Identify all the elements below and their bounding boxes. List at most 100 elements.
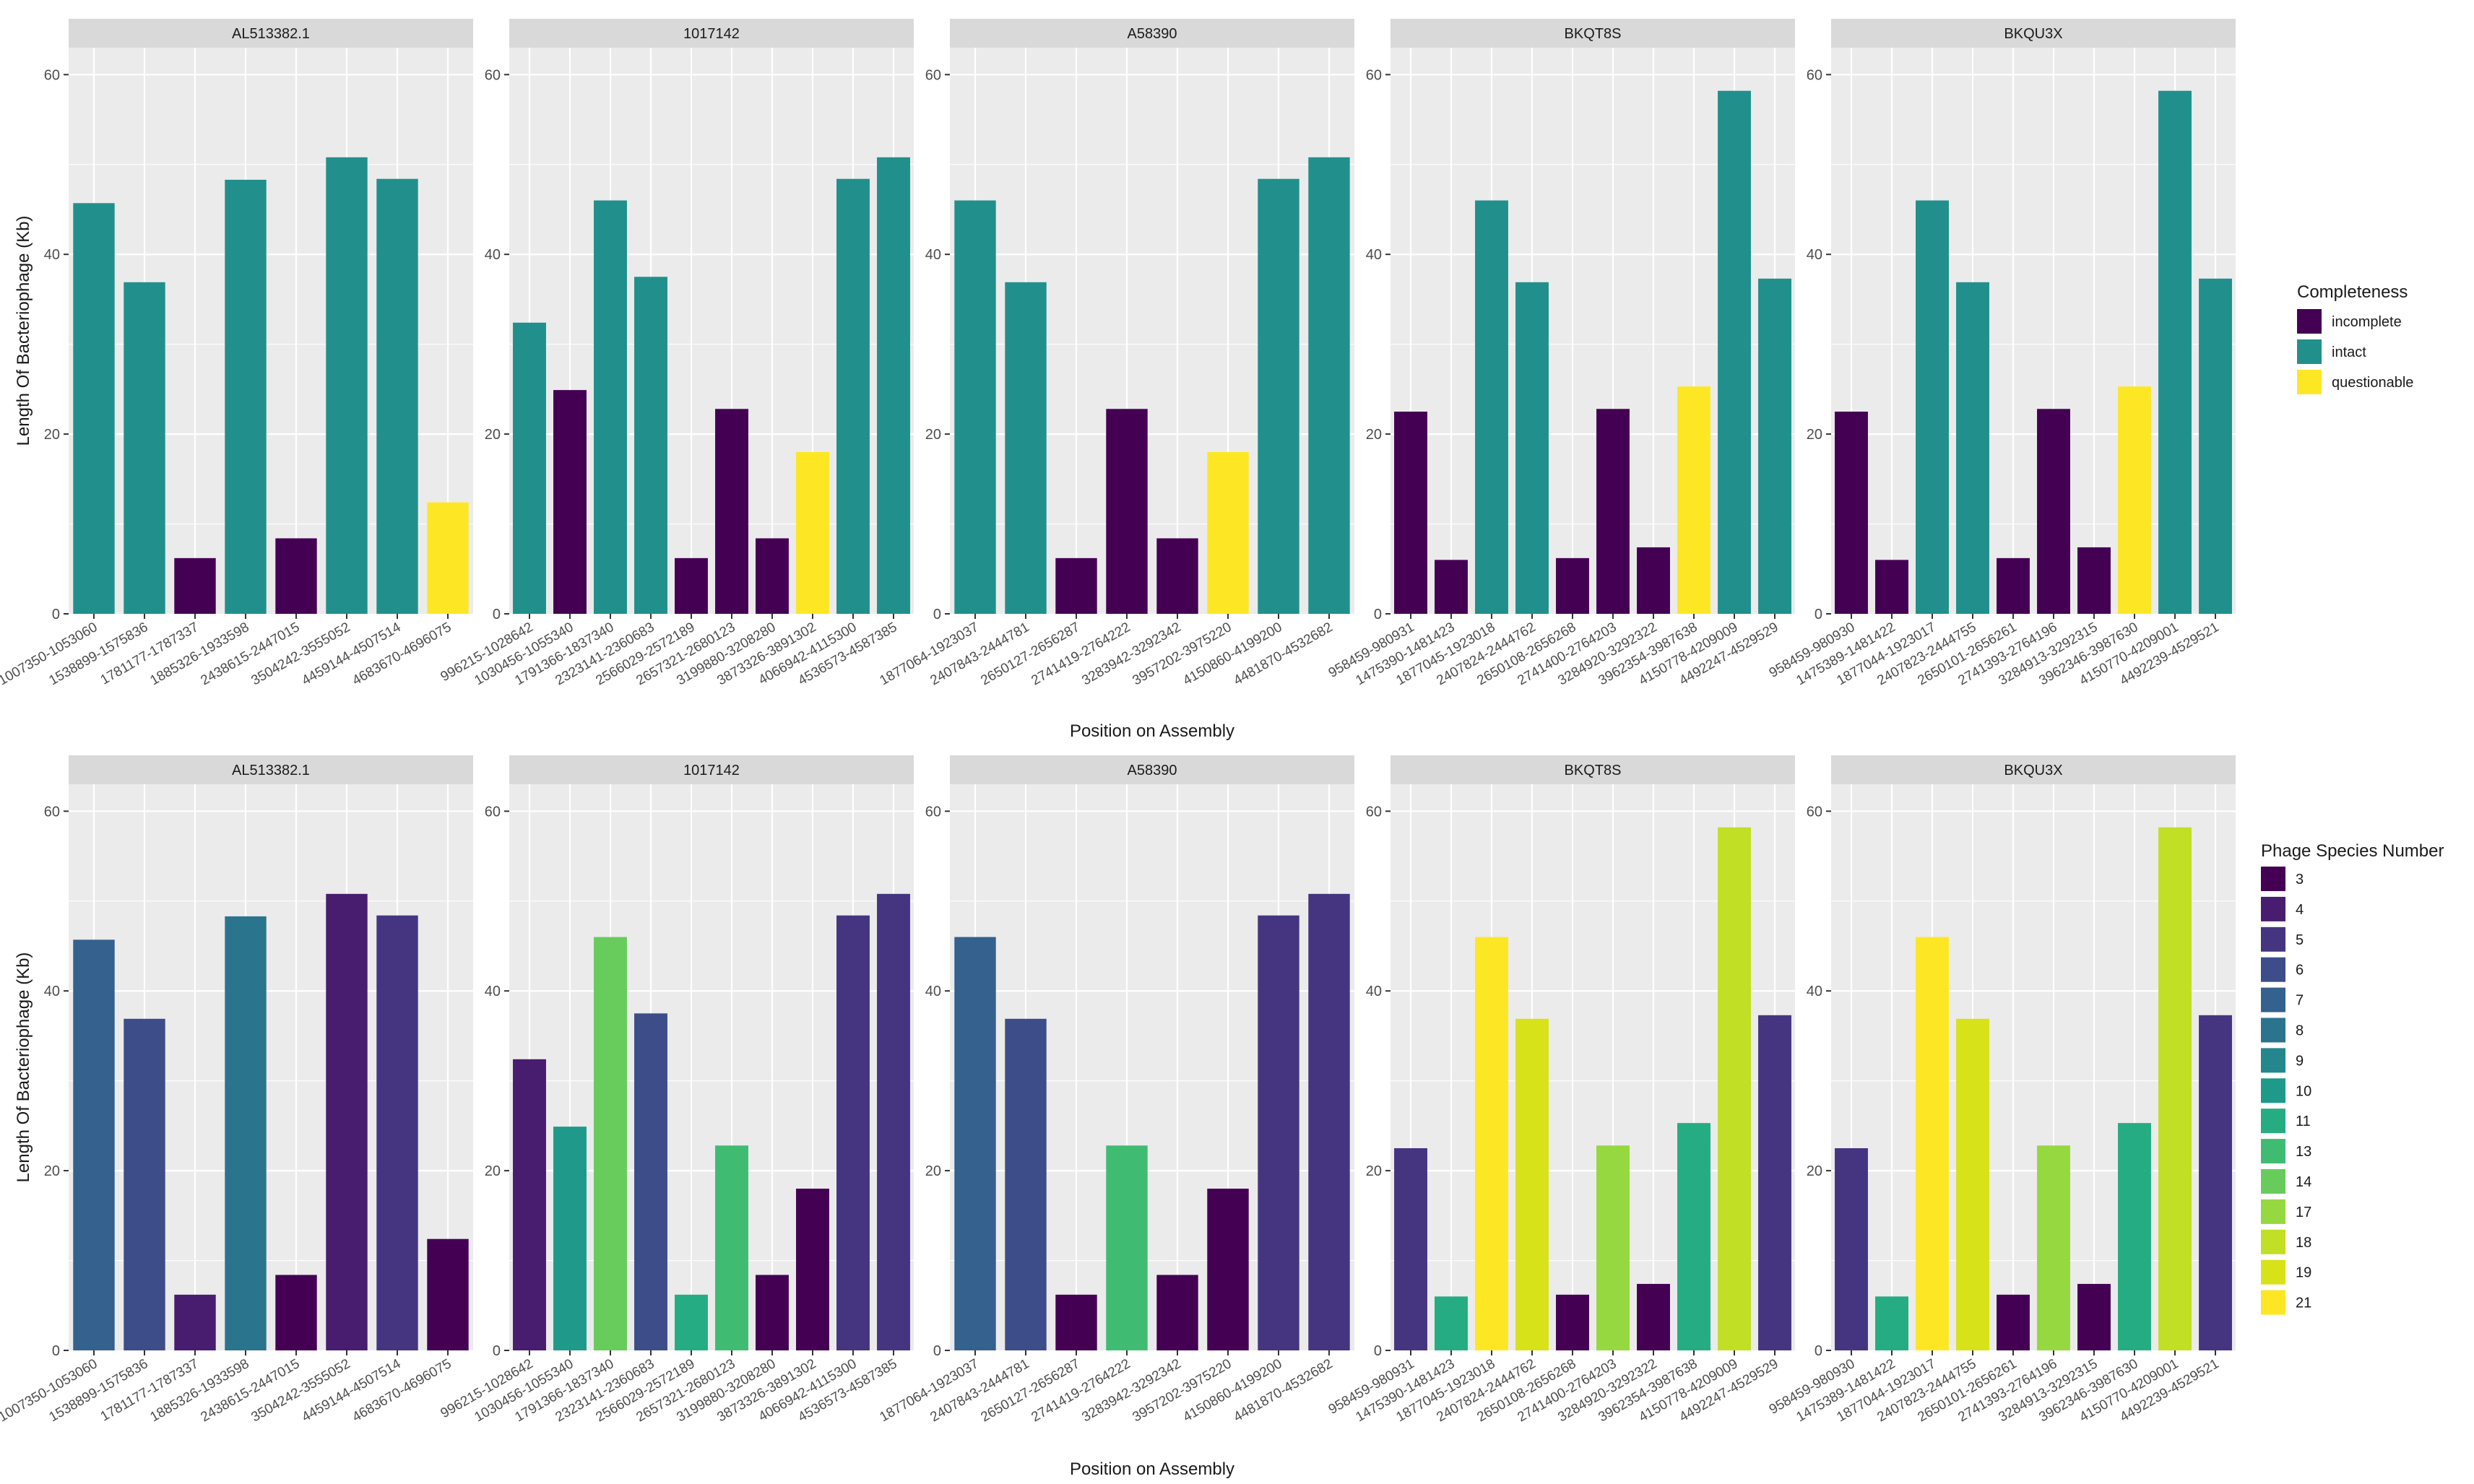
bar — [1556, 1294, 1589, 1350]
bar — [1308, 157, 1350, 615]
bar — [2158, 827, 2192, 1350]
y-axis-title: Length Of Bacteriophage (Kb) — [14, 216, 33, 446]
bar — [1055, 1294, 1097, 1350]
y-tick-label: 0 — [493, 1343, 501, 1359]
facet-strip-label: A58390 — [1128, 763, 1177, 778]
y-tick-label: 0 — [1815, 607, 1822, 622]
bar — [715, 1145, 748, 1350]
y-tick-label: 0 — [52, 1343, 60, 1359]
facet-strip — [1390, 19, 1795, 48]
y-tick-label: 20 — [925, 1163, 941, 1179]
bar — [2037, 1145, 2070, 1350]
bar — [1677, 386, 1710, 614]
bar — [1258, 178, 1299, 614]
y-tick-label: 20 — [44, 1163, 60, 1179]
bar — [1394, 1148, 1427, 1350]
bar — [675, 1294, 708, 1350]
bar — [2077, 1283, 2111, 1350]
legend-title: Phage Species Number — [2261, 841, 2444, 861]
y-tick-label: 20 — [485, 1163, 501, 1179]
legend-label: 18 — [2296, 1235, 2311, 1251]
legend-label: 8 — [2296, 1023, 2304, 1039]
y-tick-label: 40 — [44, 247, 60, 263]
bar — [1718, 90, 1751, 614]
bar — [376, 915, 418, 1350]
legend-label: 19 — [2296, 1265, 2311, 1281]
facet-strip — [69, 19, 473, 48]
bar — [1156, 1275, 1198, 1350]
legend-label: 7 — [2296, 993, 2304, 1009]
bar — [1835, 412, 1868, 614]
legend-label: 21 — [2296, 1296, 2311, 1311]
bar — [1637, 1283, 1670, 1350]
legend-key — [2261, 1017, 2285, 1043]
facet-strip-label: AL513382.1 — [232, 26, 310, 42]
bar — [275, 1275, 317, 1350]
facet-strip-label: BKQT8S — [1565, 26, 1622, 42]
bar — [796, 452, 829, 614]
facet-strip-label: BKQU3X — [2004, 763, 2062, 778]
bar — [1435, 1296, 1468, 1350]
legend-key — [2261, 927, 2285, 952]
bar — [2118, 386, 2151, 614]
legend-key — [2261, 896, 2285, 921]
bar — [326, 893, 368, 1350]
bar — [73, 203, 115, 614]
y-tick-label: 0 — [933, 607, 941, 622]
bar — [1997, 1294, 2030, 1350]
bar — [2158, 90, 2192, 614]
bar — [1835, 1148, 1868, 1350]
bar — [954, 937, 996, 1350]
y-axis-title: Length Of Bacteriophage (Kb) — [14, 953, 33, 1183]
facet-strip-label: 1017142 — [683, 763, 740, 778]
bar — [634, 1013, 667, 1350]
facet-strip-label: A58390 — [1128, 26, 1177, 42]
bar — [756, 1275, 789, 1350]
y-tick-label: 40 — [925, 247, 941, 263]
y-tick-label: 0 — [1374, 607, 1382, 622]
bar — [1758, 278, 1791, 614]
bar — [174, 557, 216, 614]
bar — [2118, 1123, 2151, 1350]
y-tick-label: 60 — [1366, 804, 1382, 820]
bar — [1207, 452, 1249, 614]
bar — [2199, 1015, 2232, 1350]
y-tick-label: 60 — [1366, 67, 1382, 83]
bar — [715, 409, 748, 614]
legend-key — [2297, 309, 2322, 334]
y-tick-label: 20 — [485, 427, 501, 443]
bar — [594, 200, 627, 614]
legend-label: 10 — [2296, 1083, 2311, 1099]
bar — [73, 940, 115, 1350]
y-tick-label: 0 — [1374, 1343, 1382, 1359]
facet-strip — [69, 755, 473, 784]
legend-label: 17 — [2296, 1205, 2311, 1220]
bar — [1475, 937, 1508, 1350]
bar — [1106, 409, 1148, 614]
legend-label: intact — [2332, 344, 2366, 360]
bar — [1515, 1018, 1549, 1350]
y-tick-label: 60 — [925, 804, 941, 820]
facet-strip — [509, 755, 914, 784]
bar — [1916, 200, 1949, 614]
bar — [427, 502, 469, 614]
legend-label: 11 — [2296, 1114, 2311, 1129]
bar — [174, 1294, 216, 1350]
bar — [877, 157, 910, 615]
y-tick-label: 20 — [44, 427, 60, 443]
bar — [1258, 915, 1299, 1350]
legend-key — [2261, 1259, 2285, 1285]
bar — [1308, 893, 1350, 1350]
legend-key — [2261, 1169, 2285, 1194]
bar — [513, 1059, 546, 1350]
bar — [1718, 827, 1751, 1350]
bar — [1677, 1123, 1710, 1350]
bar — [1005, 1018, 1047, 1350]
y-tick-label: 0 — [493, 607, 501, 622]
y-tick-label: 40 — [44, 984, 60, 999]
bar — [2077, 547, 2111, 614]
bar — [1956, 282, 1989, 614]
bar — [594, 937, 627, 1350]
bar — [1956, 1018, 1989, 1350]
